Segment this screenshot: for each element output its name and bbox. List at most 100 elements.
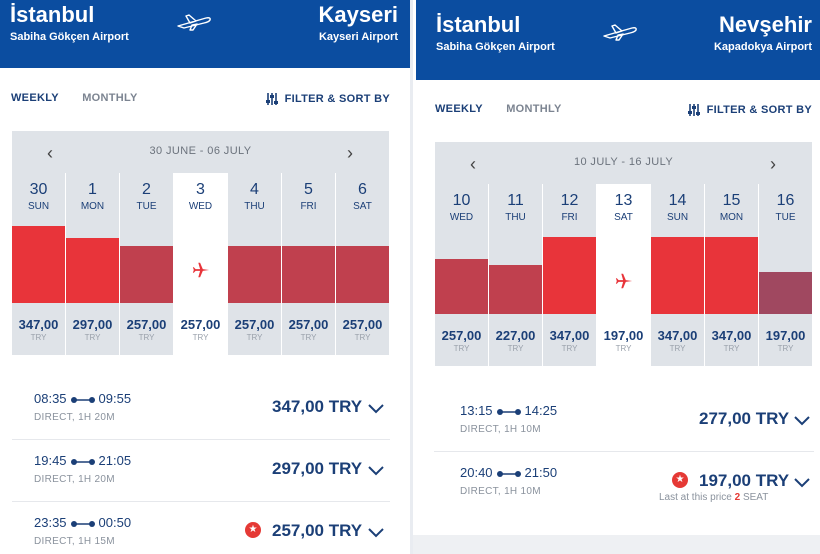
day-currency: TRY [669, 344, 686, 353]
best-price-star-icon: ★ [245, 522, 261, 538]
day-column[interactable]: 15 MON 347,00 TRY [705, 184, 759, 366]
selected-day-airplane-icon [174, 261, 227, 284]
origin-airport: Sabiha Gökçen Airport [436, 41, 555, 53]
panel-divider [410, 0, 413, 554]
day-currency: TRY [507, 344, 524, 353]
expand-chevron-down-icon[interactable] [794, 413, 810, 426]
day-name: TUE [136, 201, 157, 212]
flight-info: DIRECT, 1H 20M [34, 474, 115, 485]
expand-chevron-down-icon[interactable] [368, 525, 384, 538]
day-number: 15 [722, 192, 741, 209]
route-line-icon [70, 516, 95, 531]
flight-panel-nevsehir: İstanbul Sabiha Gökçen Airport Nevşehir … [413, 0, 820, 554]
day-number: 3 [196, 181, 205, 198]
day-number: 30 [29, 181, 48, 198]
arrival-time: 14:25 [524, 403, 558, 418]
day-column[interactable]: 3 WED 257,00 TRY [174, 173, 228, 355]
day-price: 257,00 [342, 317, 383, 332]
day-column[interactable]: 14 SUN 347,00 TRY [651, 184, 705, 366]
filter-sort-label: FILTER & SORT BY [284, 92, 390, 105]
price-bar [651, 237, 704, 314]
flight-row[interactable]: 13:15 14:25 DIRECT, 1H 10M 277,00 TRY [434, 390, 814, 452]
day-number: 11 [507, 192, 524, 209]
prev-week-chevron-left-icon[interactable]: ‹ [47, 143, 53, 163]
price-bar [435, 259, 488, 314]
origin-city: İstanbul [10, 2, 95, 27]
day-column[interactable]: 4 THU 257,00 TRY [228, 173, 282, 355]
day-number: 10 [452, 192, 471, 209]
flight-row[interactable]: 20:40 21:50 DIRECT, 1H 10M ★ 197,00 TRY Last … [434, 452, 814, 514]
day-column[interactable]: 10 WED 257,00 TRY [435, 184, 489, 366]
tab-weekly[interactable]: WEEKLY [11, 92, 59, 104]
flight-info: DIRECT, 1H 10M [460, 486, 541, 497]
date-range: 30 JUNE - 06 JULY [149, 145, 252, 157]
expand-chevron-down-icon[interactable] [368, 463, 384, 476]
seats-left-note: Last at this price 2 SEAT [659, 492, 768, 503]
flight-price: 347,00 TRY [272, 397, 363, 416]
day-column[interactable]: 6 SAT 257,00 TRY [336, 173, 390, 355]
flight-row[interactable]: 23:35 00:50 DIRECT, 1H 15M ★ 257,00 TRY [12, 502, 390, 554]
day-name: THU [505, 212, 526, 223]
expand-chevron-down-icon[interactable] [794, 475, 810, 488]
route-line-icon [70, 454, 95, 469]
tab-monthly[interactable]: MONTHLY [82, 92, 138, 104]
day-column[interactable]: 1 MON 297,00 TRY [66, 173, 120, 355]
day-price: 297,00 [72, 317, 113, 332]
tab-monthly[interactable]: MONTHLY [506, 103, 562, 115]
price-bar [66, 238, 119, 303]
flight-times: 19:45 21:05 [34, 453, 131, 469]
flight-panel-kayseri: İstanbul Sabiha Gökçen Airport Kayseri K… [0, 0, 410, 554]
weekly-price-calendar: ‹ 10 JULY - 16 JULY › 10 WED 257,00 TRY 11 TH… [435, 142, 813, 366]
price-bar [228, 246, 281, 303]
destination-city: Kayseri [318, 2, 398, 27]
arrival-time: 21:05 [98, 453, 132, 468]
day-price: 257,00 [180, 317, 221, 332]
day-currency: TRY [84, 333, 101, 342]
day-column[interactable]: 12 FRI 347,00 TRY [543, 184, 597, 366]
tab-weekly[interactable]: WEEKLY [435, 103, 483, 115]
day-currency: TRY [615, 344, 632, 353]
day-column[interactable]: 5 FRI 257,00 TRY [282, 173, 336, 355]
origin-city: İstanbul [436, 12, 521, 37]
flight-times: 08:35 09:55 [34, 391, 131, 407]
price-bar [120, 246, 173, 303]
sliders-icon [687, 104, 700, 116]
day-column[interactable]: 2 TUE 257,00 TRY [120, 173, 174, 355]
day-column[interactable]: 11 THU 227,00 TRY [489, 184, 543, 366]
price-bar [489, 265, 542, 314]
expand-chevron-down-icon[interactable] [368, 401, 384, 414]
calendar-nav: ‹ 30 JUNE - 06 JULY › [12, 131, 389, 173]
date-range: 10 JULY - 16 JULY [573, 156, 674, 168]
day-currency: TRY [300, 333, 317, 342]
day-column[interactable]: 30 SUN 347,00 TRY [12, 173, 66, 355]
day-price: 347,00 [18, 317, 59, 332]
day-price: 257,00 [126, 317, 167, 332]
departure-time: 13:15 [460, 403, 493, 418]
weekly-price-calendar: ‹ 30 JUNE - 06 JULY › 30 SUN 347,00 TRY 1 MON… [12, 131, 390, 355]
next-week-chevron-right-icon[interactable]: › [770, 154, 776, 174]
filter-sort-button[interactable]: FILTER & SORT BY [687, 103, 812, 117]
flight-times: 20:40 21:50 [460, 465, 557, 481]
next-week-chevron-right-icon[interactable]: › [347, 143, 353, 163]
prev-week-chevron-left-icon[interactable]: ‹ [470, 154, 476, 174]
filter-sort-button[interactable]: FILTER & SORT BY [265, 92, 390, 106]
day-column[interactable]: 13 SAT 197,00 TRY [597, 184, 651, 366]
price-bar [705, 237, 758, 314]
sliders-icon [265, 93, 278, 105]
day-column[interactable]: 16 TUE 197,00 TRY [759, 184, 813, 366]
flight-row[interactable]: 08:35 09:55 DIRECT, 1H 20M 347,00 TRY [12, 378, 390, 440]
day-name: MON [80, 201, 105, 212]
day-name: MON [719, 212, 744, 223]
flight-times: 23:35 00:50 [34, 515, 131, 531]
day-name: SUN [666, 212, 689, 223]
destination-airport: Kayseri Airport [318, 31, 398, 43]
day-currency: TRY [453, 344, 470, 353]
price-bar [336, 246, 389, 303]
note-suffix: SEAT [742, 492, 769, 503]
flight-row[interactable]: 19:45 21:05 DIRECT, 1H 20M 297,00 TRY [12, 440, 390, 502]
flight-price: 297,00 TRY [272, 459, 363, 478]
day-number: 1 [88, 181, 97, 198]
day-currency: TRY [777, 344, 794, 353]
destination-city: Nevşehir [719, 12, 812, 37]
departure-time: 08:35 [34, 391, 67, 406]
